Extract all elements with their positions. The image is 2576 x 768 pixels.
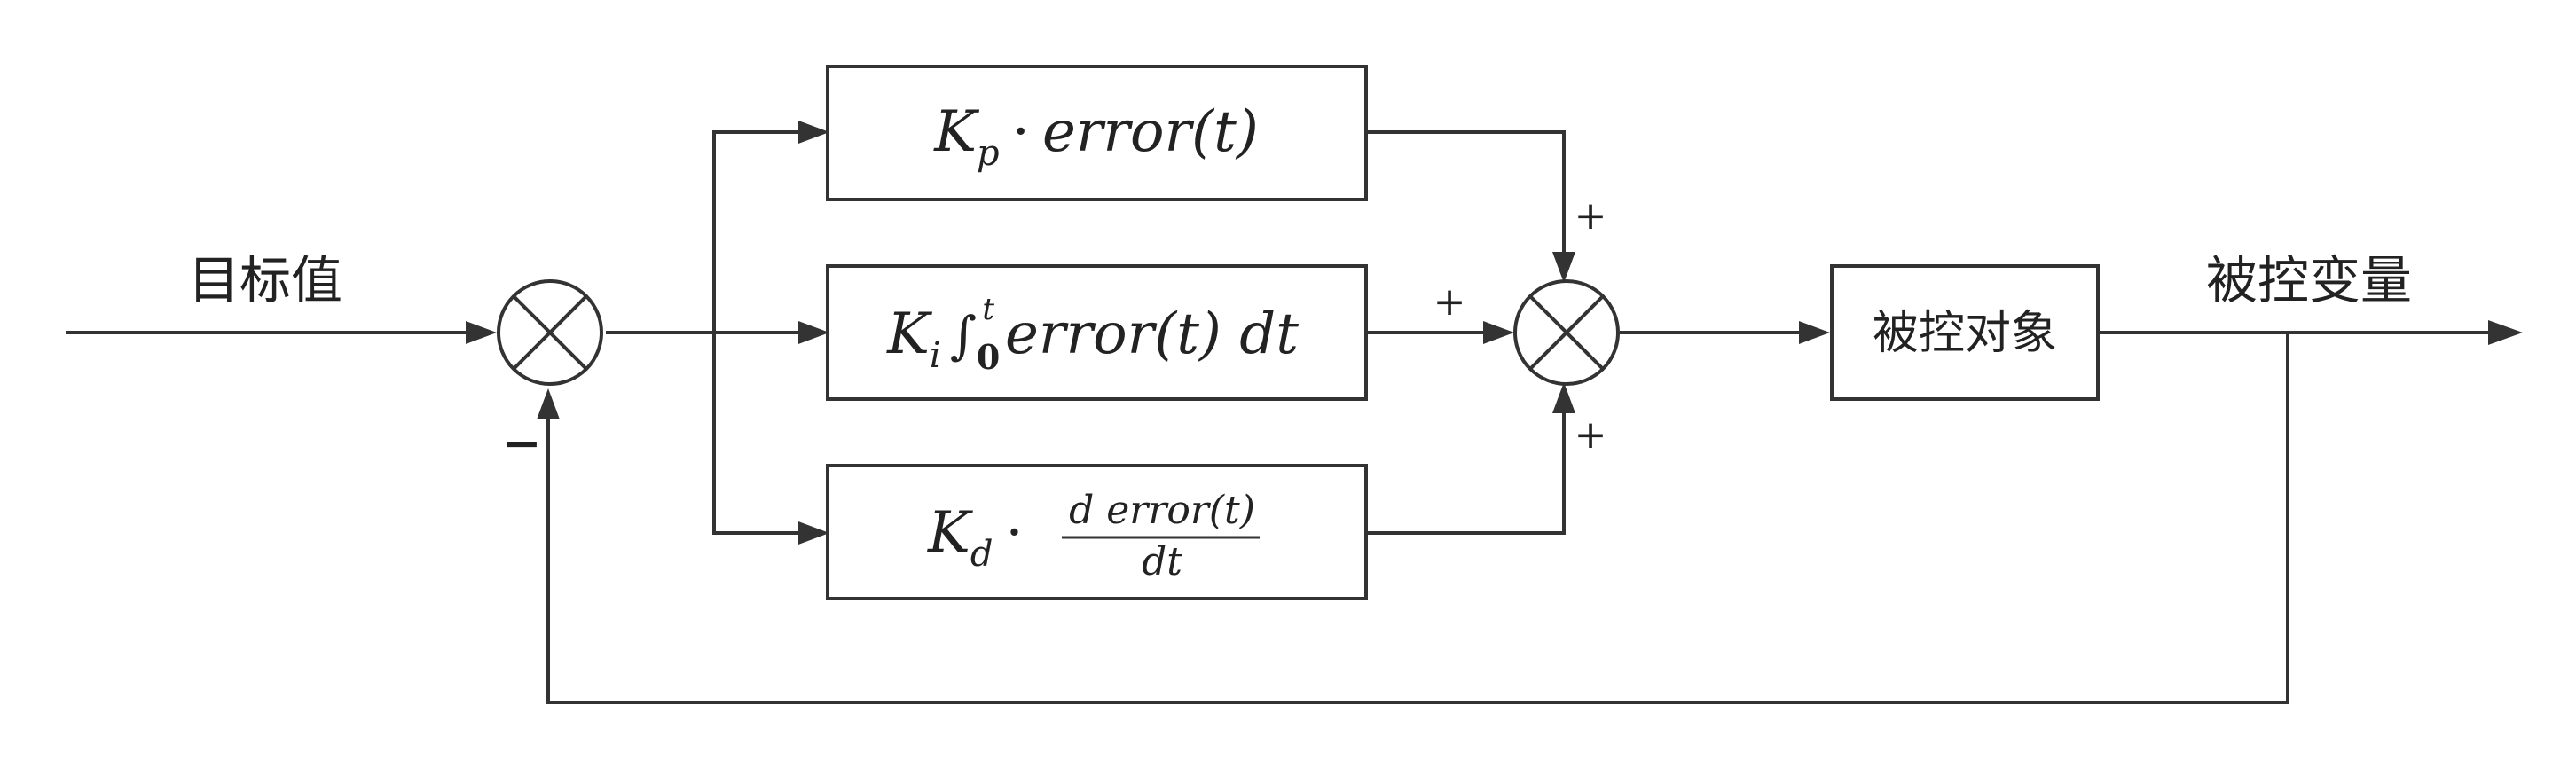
proportional-block bbox=[826, 65, 1368, 201]
branch-to-proportional bbox=[712, 130, 807, 333]
arrow-into-proportional bbox=[798, 121, 829, 144]
sum-top-plus-sign: + bbox=[1575, 193, 1607, 239]
branch-to-derivative bbox=[712, 333, 807, 535]
sum-bottom-plus-sign: + bbox=[1575, 412, 1607, 458]
derivative-to-sum bbox=[1366, 403, 1566, 535]
plant-block bbox=[1830, 264, 2100, 401]
feedback-line bbox=[546, 333, 2289, 704]
arrow-output bbox=[2488, 320, 2523, 345]
feedback-minus-sign: − bbox=[501, 415, 541, 471]
controlled-variable-label: 被控变量 bbox=[2206, 250, 2412, 310]
pid-summing-junction bbox=[1513, 279, 1620, 386]
arrow-into-derivative bbox=[798, 521, 829, 545]
sum-left-plus-sign: + bbox=[1433, 279, 1466, 325]
arrow-into-error-sum bbox=[466, 321, 497, 344]
error-summing-junction bbox=[497, 279, 603, 386]
derivative-block bbox=[826, 464, 1368, 600]
arrow-feedback-into-error-sum bbox=[537, 388, 560, 419]
arrow-left-into-pid-sum bbox=[1483, 321, 1514, 344]
arrow-top-into-pid-sum bbox=[1552, 252, 1575, 283]
derivative-gain: Kd · bbox=[927, 500, 1024, 575]
plant-label: 被控对象 bbox=[1873, 307, 2057, 360]
proportional-formula: Kp · error(t) bbox=[933, 99, 1259, 174]
derivative-numerator: d error(t) bbox=[1069, 488, 1255, 533]
arrow-into-plant bbox=[1799, 321, 1830, 344]
arrow-into-integral bbox=[798, 321, 829, 344]
derivative-denominator: dt bbox=[1142, 539, 1182, 584]
integral-block bbox=[826, 264, 1368, 401]
arrowheads bbox=[466, 121, 2523, 545]
connectors bbox=[66, 130, 2497, 704]
integral-formula: Ki ∫0t error(t) dt bbox=[886, 292, 1299, 377]
proportional-to-sum bbox=[1366, 130, 1566, 263]
arrow-bottom-into-pid-sum bbox=[1552, 382, 1575, 413]
setpoint-label: 目标值 bbox=[188, 250, 342, 310]
